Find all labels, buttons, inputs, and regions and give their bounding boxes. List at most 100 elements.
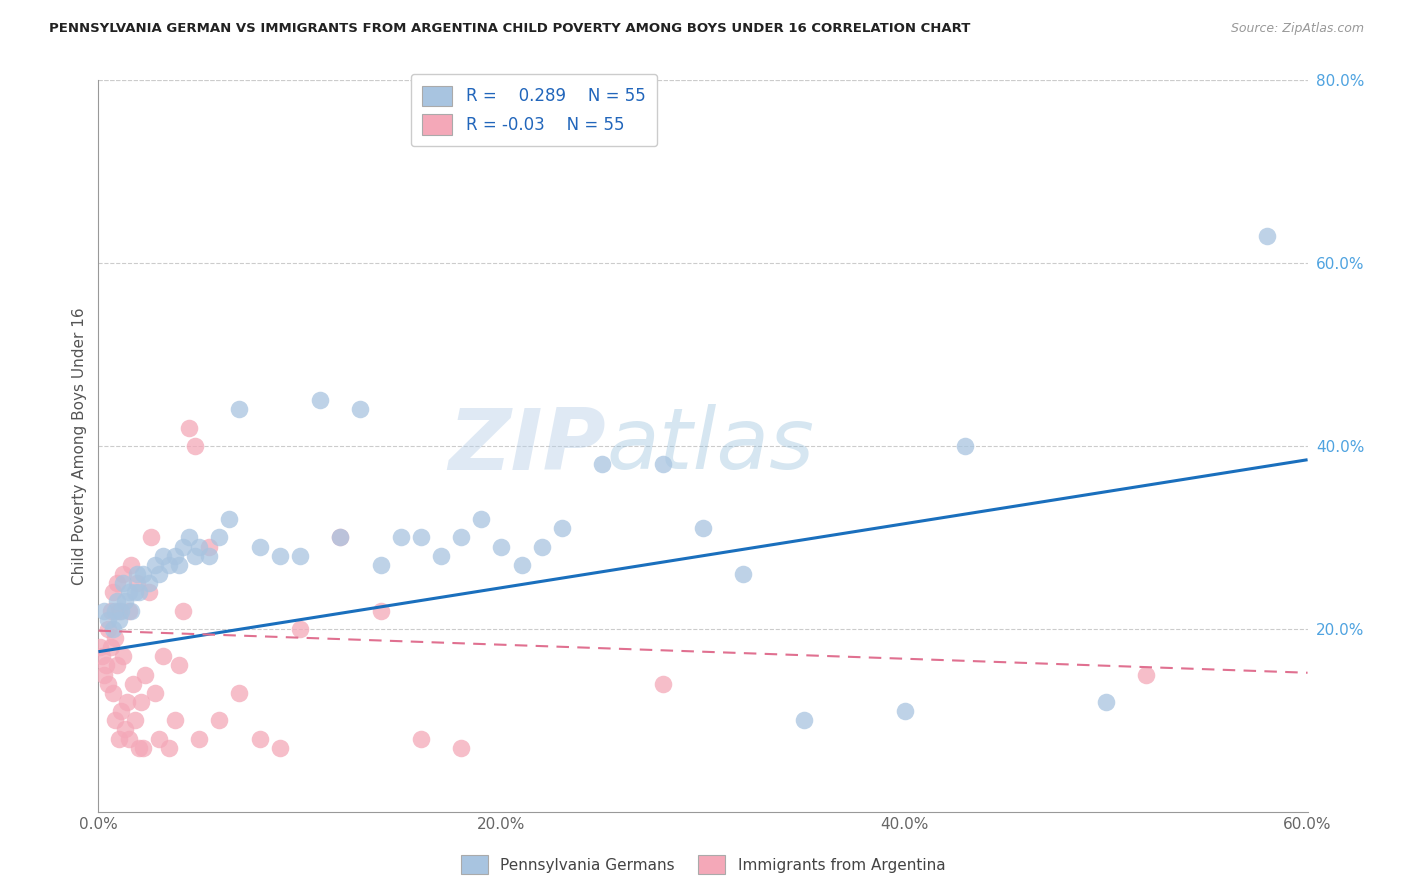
Point bbox=[91, 649, 114, 664]
Point bbox=[120, 558, 142, 572]
Point bbox=[430, 549, 453, 563]
Point bbox=[269, 549, 291, 563]
Point bbox=[115, 695, 138, 709]
Point bbox=[107, 603, 129, 617]
Point bbox=[184, 549, 207, 563]
Point bbox=[953, 439, 976, 453]
Point bbox=[124, 585, 146, 599]
Point bbox=[138, 585, 160, 599]
Point bbox=[148, 567, 170, 582]
Point bbox=[101, 622, 124, 636]
Point bbox=[120, 603, 142, 617]
Point bbox=[218, 512, 240, 526]
Point bbox=[167, 558, 190, 572]
Point bbox=[111, 649, 134, 664]
Point bbox=[208, 530, 231, 544]
Point bbox=[103, 603, 125, 617]
Point bbox=[184, 439, 207, 453]
Point bbox=[125, 567, 148, 582]
Point bbox=[167, 658, 190, 673]
Point bbox=[188, 731, 211, 746]
Point bbox=[124, 714, 146, 728]
Point bbox=[152, 649, 174, 664]
Point bbox=[349, 402, 371, 417]
Point bbox=[128, 585, 150, 599]
Point bbox=[198, 540, 221, 554]
Point bbox=[157, 740, 180, 755]
Point bbox=[152, 549, 174, 563]
Point bbox=[228, 402, 250, 417]
Point bbox=[269, 740, 291, 755]
Point bbox=[288, 622, 311, 636]
Point bbox=[89, 640, 111, 655]
Point bbox=[491, 540, 513, 554]
Text: atlas: atlas bbox=[606, 404, 814, 488]
Point bbox=[249, 540, 271, 554]
Point bbox=[389, 530, 412, 544]
Point bbox=[110, 603, 132, 617]
Point bbox=[121, 676, 143, 690]
Text: PENNSYLVANIA GERMAN VS IMMIGRANTS FROM ARGENTINA CHILD POVERTY AMONG BOYS UNDER : PENNSYLVANIA GERMAN VS IMMIGRANTS FROM A… bbox=[49, 22, 970, 36]
Point bbox=[93, 603, 115, 617]
Point bbox=[110, 704, 132, 718]
Point bbox=[114, 723, 136, 737]
Point bbox=[329, 530, 352, 544]
Point bbox=[198, 549, 221, 563]
Point bbox=[97, 622, 120, 636]
Point bbox=[309, 393, 332, 408]
Y-axis label: Child Poverty Among Boys Under 16: Child Poverty Among Boys Under 16 bbox=[72, 307, 87, 585]
Point bbox=[128, 740, 150, 755]
Point bbox=[107, 731, 129, 746]
Point bbox=[101, 686, 124, 700]
Point bbox=[172, 540, 194, 554]
Point bbox=[208, 714, 231, 728]
Point bbox=[409, 731, 432, 746]
Point bbox=[370, 558, 392, 572]
Point bbox=[125, 576, 148, 591]
Text: Source: ZipAtlas.com: Source: ZipAtlas.com bbox=[1230, 22, 1364, 36]
Point bbox=[100, 603, 122, 617]
Point bbox=[132, 567, 155, 582]
Point bbox=[105, 594, 128, 608]
Legend: R =  0.289  N = 55, R = -0.03  N = 55: R = 0.289 N = 55, R = -0.03 N = 55 bbox=[411, 74, 657, 146]
Point bbox=[163, 714, 186, 728]
Point bbox=[733, 567, 755, 582]
Point bbox=[103, 714, 125, 728]
Point bbox=[370, 603, 392, 617]
Point bbox=[118, 731, 141, 746]
Point bbox=[179, 421, 201, 435]
Point bbox=[103, 631, 125, 645]
Point bbox=[530, 540, 553, 554]
Point bbox=[111, 576, 134, 591]
Legend: Pennsylvania Germans, Immigrants from Argentina: Pennsylvania Germans, Immigrants from Ar… bbox=[454, 849, 952, 880]
Point bbox=[179, 530, 201, 544]
Point bbox=[228, 686, 250, 700]
Point bbox=[100, 640, 122, 655]
Point bbox=[329, 530, 352, 544]
Point bbox=[148, 731, 170, 746]
Point bbox=[105, 576, 128, 591]
Point bbox=[143, 558, 166, 572]
Point bbox=[97, 676, 120, 690]
Point bbox=[157, 558, 180, 572]
Point bbox=[134, 667, 156, 681]
Point bbox=[105, 658, 128, 673]
Point bbox=[1256, 228, 1278, 243]
Point bbox=[143, 686, 166, 700]
Point bbox=[510, 558, 533, 572]
Point bbox=[107, 613, 129, 627]
Point bbox=[139, 530, 162, 544]
Point bbox=[651, 676, 673, 690]
Point bbox=[118, 603, 141, 617]
Point bbox=[97, 613, 120, 627]
Point bbox=[93, 667, 115, 681]
Point bbox=[111, 567, 134, 582]
Text: ZIP: ZIP bbox=[449, 404, 606, 488]
Point bbox=[692, 521, 714, 535]
Point bbox=[188, 540, 211, 554]
Point bbox=[450, 530, 472, 544]
Point bbox=[1095, 695, 1118, 709]
Point bbox=[450, 740, 472, 755]
Point bbox=[132, 740, 155, 755]
Point bbox=[114, 594, 136, 608]
